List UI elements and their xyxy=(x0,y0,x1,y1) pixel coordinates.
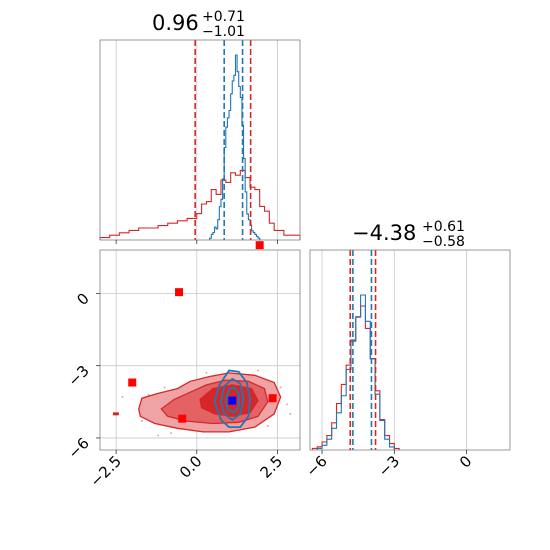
joint-sample-point-7 xyxy=(169,432,172,435)
joint-markers xyxy=(128,241,277,423)
joint-sample-point-1 xyxy=(163,386,166,389)
param1-red-histogram xyxy=(99,169,301,240)
joint-contours xyxy=(112,369,292,437)
param2-title-median: −4.38 xyxy=(352,221,416,245)
joint-sample-point-4 xyxy=(140,420,143,423)
blue-contour-line-inner xyxy=(224,386,240,414)
joint-ytick-label-1: −3 xyxy=(64,362,92,390)
joint-ytick-label-0: −6 xyxy=(64,434,92,462)
param2-hist-xtick-label-0: −6 xyxy=(303,452,331,480)
histogram-panel-param2: −6 −3 0 −4.38 +0.61 −0.58 xyxy=(303,219,511,480)
red-marker-2 xyxy=(128,378,137,387)
histogram-param2-ticks: −6 −3 0 xyxy=(303,450,475,480)
joint-sample-point-9 xyxy=(121,395,124,398)
histogram-panel-param1: 0.96 +0.71 −1.01 xyxy=(99,9,301,244)
red-contour-line-outer xyxy=(138,372,282,433)
histogram-param2-grid xyxy=(321,250,468,450)
param2-blue-histogram xyxy=(316,294,395,450)
param2-title-plus: +0.61 xyxy=(422,219,465,235)
joint-sample-point-11 xyxy=(289,412,292,415)
joint-sample-point-3 xyxy=(286,403,289,406)
param2-hist-xtick-label-2: 0 xyxy=(456,452,475,471)
joint-sample-point-10 xyxy=(157,434,160,437)
histogram-param2-quantile-lines xyxy=(349,250,377,450)
joint-sample-point-6 xyxy=(257,369,260,372)
param1-title-minus: −1.01 xyxy=(202,24,245,40)
joint-sample-point-5 xyxy=(205,371,208,374)
histogram-param1-series xyxy=(99,54,301,241)
param2-hist-xtick-label-1: −3 xyxy=(375,452,403,480)
blue-contour-line-outer xyxy=(213,369,251,428)
red-contour-line-middle xyxy=(160,379,269,425)
joint-sample-point-8 xyxy=(266,424,269,427)
joint-panel: −2.5 0.0 2.5 −6 −3 0 xyxy=(64,241,301,491)
joint-sample-point-2 xyxy=(279,386,282,389)
joint-xtick-label-0: −2.5 xyxy=(86,452,124,490)
joint-grid xyxy=(100,250,300,450)
joint-frame xyxy=(99,249,301,451)
blue-contour-line-middle xyxy=(220,377,245,422)
blue-median-marker xyxy=(228,396,237,405)
red-marker-4 xyxy=(268,394,277,403)
histogram-param1-quantile-lines xyxy=(194,40,252,240)
joint-sample-point-0 xyxy=(147,393,150,396)
joint-xtick-label-1: 0.0 xyxy=(176,452,206,482)
histogram-param1-grid xyxy=(115,40,278,240)
param1-title-median: 0.96 xyxy=(152,11,199,35)
joint-xtick-label-2: 2.5 xyxy=(257,452,287,482)
joint-ytick-label-2: 0 xyxy=(73,289,92,308)
histogram-param2-series xyxy=(311,294,400,450)
red-marker-1 xyxy=(255,241,264,250)
red-contour-line-inner xyxy=(199,384,259,417)
red-marker-3 xyxy=(178,414,187,423)
red-marker-0 xyxy=(175,288,184,297)
param1-blue-histogram xyxy=(209,54,262,241)
param2-title-minus: −0.58 xyxy=(422,234,465,250)
histogram-param2-frame xyxy=(309,249,511,451)
histogram-param1-ticks xyxy=(115,240,278,244)
histogram-param1-frame xyxy=(99,39,301,241)
param1-title-plus: +0.71 xyxy=(202,9,245,25)
